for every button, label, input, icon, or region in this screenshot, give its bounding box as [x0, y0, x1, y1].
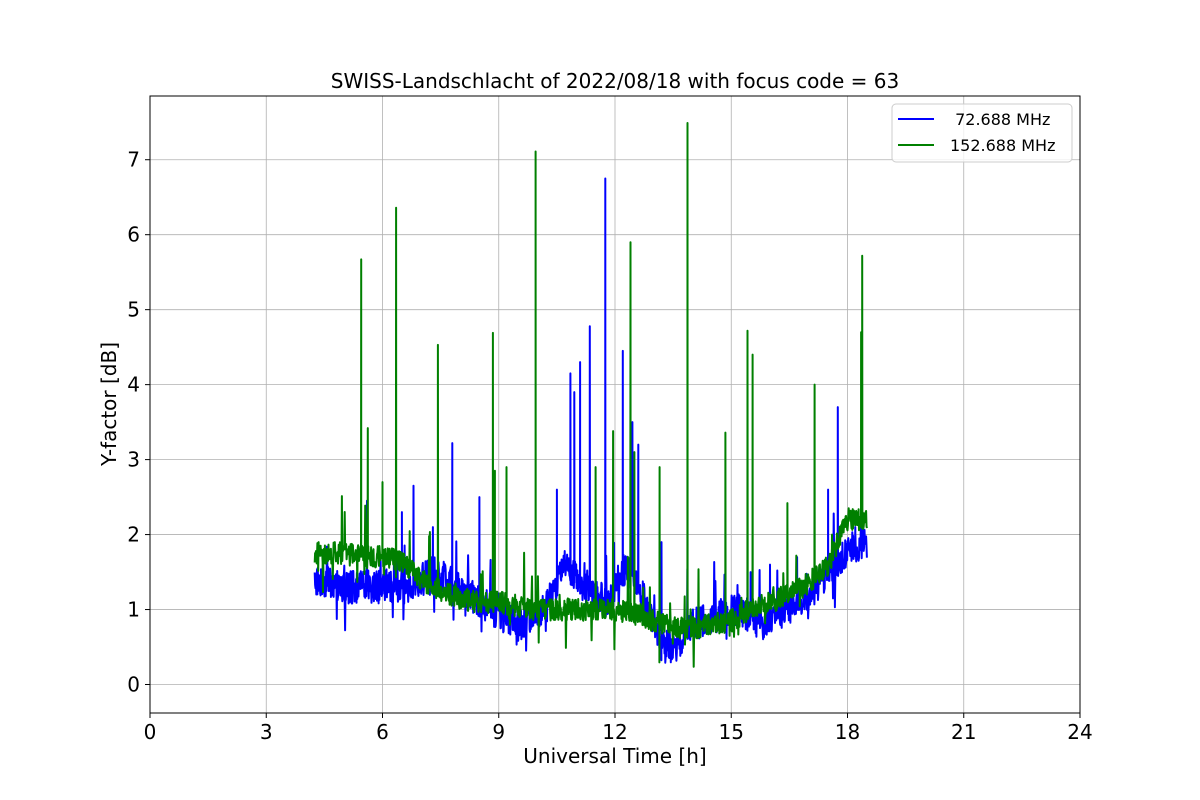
x-axis: 0 3 6 9 12 15 18 21 24	[144, 713, 1093, 744]
x-tick-label: 0	[144, 720, 157, 744]
legend: 72.688 MHz 152.688 MHz	[891, 103, 1073, 163]
chart-title: SWISS-Landschlacht of 2022/08/18 with fo…	[331, 69, 899, 93]
x-tick-label: 12	[602, 720, 627, 744]
legend-label-72-mhz: 72.688 MHz	[950, 110, 1050, 129]
x-tick-label: 3	[260, 720, 273, 744]
x-axis-label: Universal Time [h]	[523, 744, 706, 768]
x-tick-label: 24	[1067, 720, 1092, 744]
legend-frame	[891, 103, 1073, 163]
y-tick-label: 1	[127, 598, 140, 622]
y-axis: 0 1 2 3 4 5 6 7	[127, 148, 150, 697]
y-tick-label: 4	[127, 373, 140, 397]
y-tick-label: 5	[127, 298, 140, 322]
legend-label-152-mhz: 152.688 MHz	[950, 136, 1055, 155]
y-tick-label: 7	[127, 148, 140, 172]
series-line-152-mhz	[313, 122, 868, 668]
x-tick-label: 18	[835, 720, 860, 744]
y-axis-label: Y-factor [dB]	[97, 342, 121, 467]
y-tick-label: 3	[127, 448, 140, 472]
series-layer	[313, 122, 868, 668]
series-line-72-mhz	[313, 177, 868, 664]
y-tick-label: 0	[127, 673, 140, 697]
x-tick-label: 21	[951, 720, 976, 744]
x-tick-label: 15	[719, 720, 744, 744]
y-tick-label: 2	[127, 523, 140, 547]
y-tick-label: 6	[127, 223, 140, 247]
x-tick-label: 9	[492, 720, 505, 744]
x-tick-label: 6	[376, 720, 389, 744]
